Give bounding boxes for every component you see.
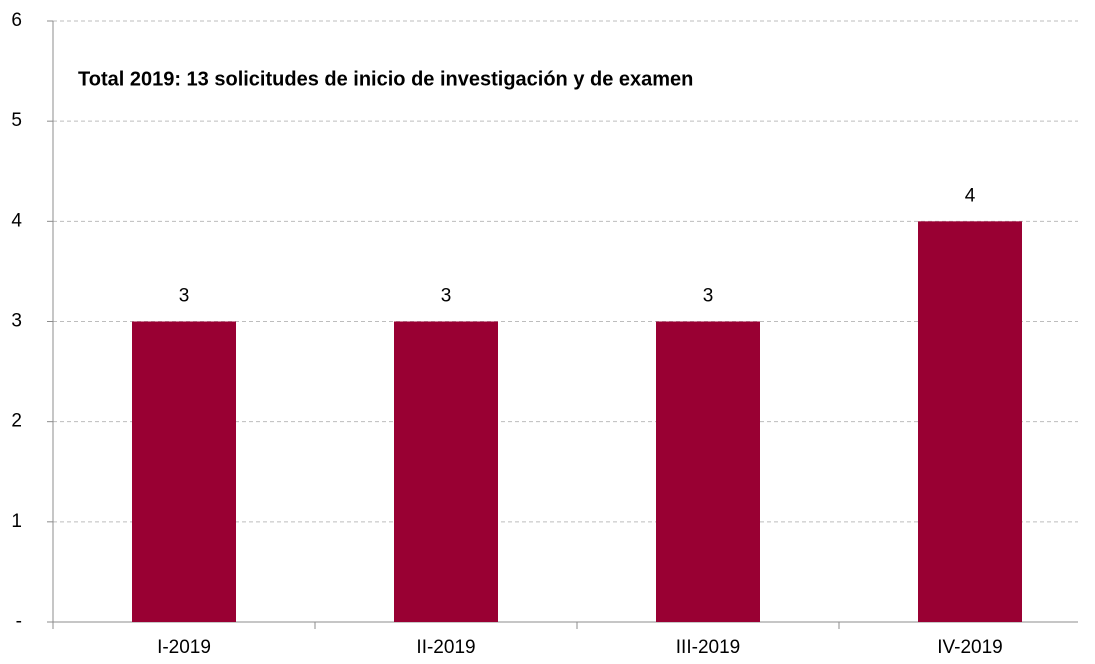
value-label: 3 (441, 286, 452, 307)
y-tick-label: - (16, 611, 22, 632)
y-tick-label: 5 (11, 110, 22, 131)
bar (656, 321, 760, 622)
bar (918, 221, 1022, 623)
value-label: 4 (965, 185, 976, 206)
bar (132, 321, 236, 622)
y-tick-label: 6 (11, 10, 22, 31)
x-tick-label: I-2019 (157, 637, 211, 658)
value-label: 3 (703, 286, 714, 307)
x-tick-label: III-2019 (676, 637, 740, 658)
y-tick-label: 3 (11, 311, 22, 332)
value-label: 3 (179, 286, 190, 307)
annotation: Total 2019: 13 solicitudes de inicio de … (78, 68, 693, 90)
y-tick-label: 4 (11, 210, 22, 231)
x-tick-label: IV-2019 (937, 637, 1003, 658)
x-tick-label: II-2019 (416, 637, 475, 658)
y-tick-label: 2 (11, 411, 22, 432)
y-tick-label: 1 (11, 511, 22, 532)
bar (394, 321, 498, 622)
